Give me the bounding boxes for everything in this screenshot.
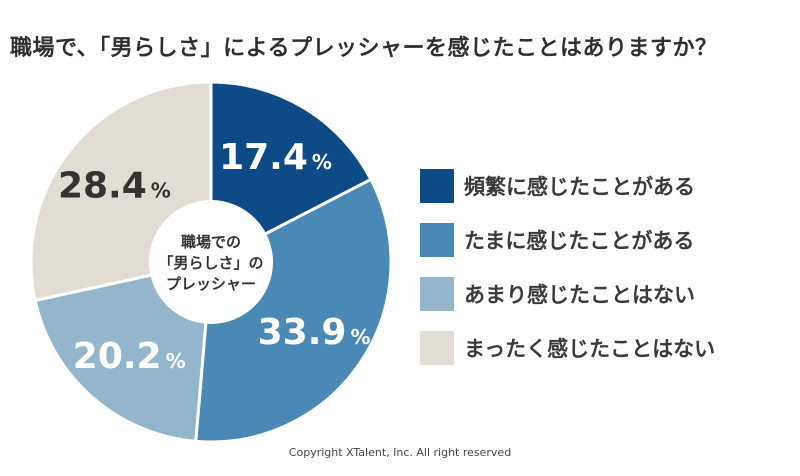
- center-label-line-1: 職場での: [181, 233, 241, 251]
- legend-item-1: 頻繁に感じたことがある: [420, 168, 790, 204]
- legend-label-1: 頻繁に感じたことがある: [464, 175, 695, 199]
- legend-item-2: たまに感じたことがある: [420, 222, 790, 258]
- slice-value-label-2: 33.9%: [258, 312, 371, 353]
- slice-value-label-3: 20.2%: [73, 336, 186, 377]
- legend: 頻繁に感じたことがある たまに感じたことがある あまり感じたことはない まったく感じた…: [420, 168, 790, 384]
- legend-swatch-1: [420, 169, 454, 203]
- legend-label-4: まったく感じたことはない: [464, 337, 716, 361]
- pie-slice-3: [33, 260, 213, 443]
- center-label-line-2: 「男らしさ」の: [158, 254, 263, 272]
- legend-label-3: あまり感じたことはない: [464, 283, 695, 307]
- legend-swatch-3: [420, 277, 454, 311]
- copyright-text: Copyright XTalent, Inc. All right reserv…: [288, 446, 512, 459]
- center-label-line-3: プレッシャー: [166, 275, 256, 293]
- legend-swatch-4: [420, 331, 454, 365]
- legend-item-4: まったく感じたことはない: [420, 330, 790, 366]
- slice-value-label-1: 17.4%: [219, 137, 332, 178]
- legend-label-2: たまに感じたことがある: [464, 229, 695, 253]
- donut-hole: [149, 200, 273, 324]
- legend-item-3: あまり感じたことはない: [420, 276, 790, 312]
- slice-value-label-4: 28.4%: [58, 165, 171, 206]
- legend-swatch-2: [420, 223, 454, 257]
- chart-title: 職場で、「男らしさ」によるプレッシャーを感じたことはありますか？: [10, 36, 718, 61]
